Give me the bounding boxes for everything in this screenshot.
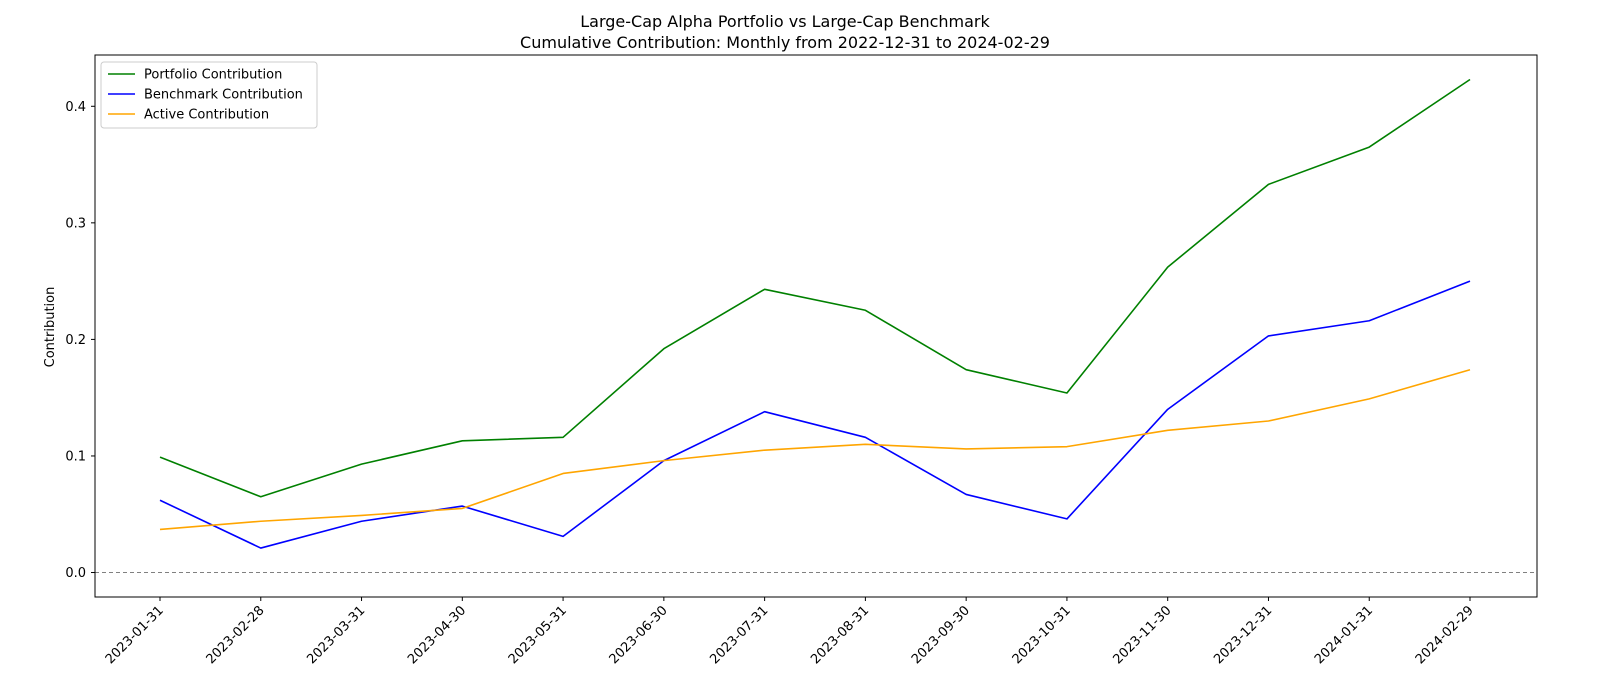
legend-entry-benchmark-contribution: Benchmark Contribution <box>144 88 303 103</box>
series-line-portfolio-contribution <box>159 78 1471 498</box>
x-tick-label: 2023-10-31 <box>1010 603 1074 667</box>
y-tick-label: 0.3 <box>65 216 86 231</box>
chart-title: Large-Cap Alpha Portfolio vs Large-Cap B… <box>580 12 990 31</box>
series-line-active-contribution <box>159 368 1471 531</box>
x-tick-label: 2023-05-31 <box>506 603 570 667</box>
y-tick-label: 0.0 <box>65 566 86 581</box>
x-tick-label: 2023-09-30 <box>909 603 973 667</box>
x-tick-label: 2023-04-30 <box>405 603 469 667</box>
chart-subtitle: Cumulative Contribution: Monthly from 20… <box>520 33 1050 52</box>
x-tick-label: 2024-01-31 <box>1312 603 1376 667</box>
x-tick-label: 2023-06-30 <box>607 603 671 667</box>
x-tick-label: 2023-07-31 <box>707 603 771 667</box>
y-tick-label: 0.4 <box>65 100 86 115</box>
x-tick-label: 2023-12-31 <box>1211 603 1275 667</box>
x-tick-label: 2023-02-28 <box>204 603 268 667</box>
legend: Portfolio Contribution Benchmark Contribu… <box>100 61 318 129</box>
y-tick-label: 0.1 <box>65 449 86 464</box>
series-line-benchmark-contribution <box>159 280 1471 549</box>
legend-entry-active-contribution: Active Contribution <box>144 108 269 123</box>
plot-frame <box>94 54 1538 598</box>
y-tick-label: 0.2 <box>65 333 86 348</box>
legend-box <box>100 61 318 129</box>
plot-area: 0.0 0.1 0.2 0.3 0.4 2023-01-31 2023-02-28 2023-… <box>65 78 1537 667</box>
legend-entry-portfolio-contribution: Portfolio Contribution <box>144 68 282 83</box>
y-axis-label: Contribution <box>43 287 58 368</box>
x-tick-label: 2023-08-31 <box>808 603 872 667</box>
x-tick-label: 2023-03-31 <box>304 603 368 667</box>
x-tick-label: 2024-02-29 <box>1413 603 1477 667</box>
x-tick-label: 2023-11-30 <box>1110 603 1174 667</box>
x-tick-label: 2023-01-31 <box>103 603 167 667</box>
